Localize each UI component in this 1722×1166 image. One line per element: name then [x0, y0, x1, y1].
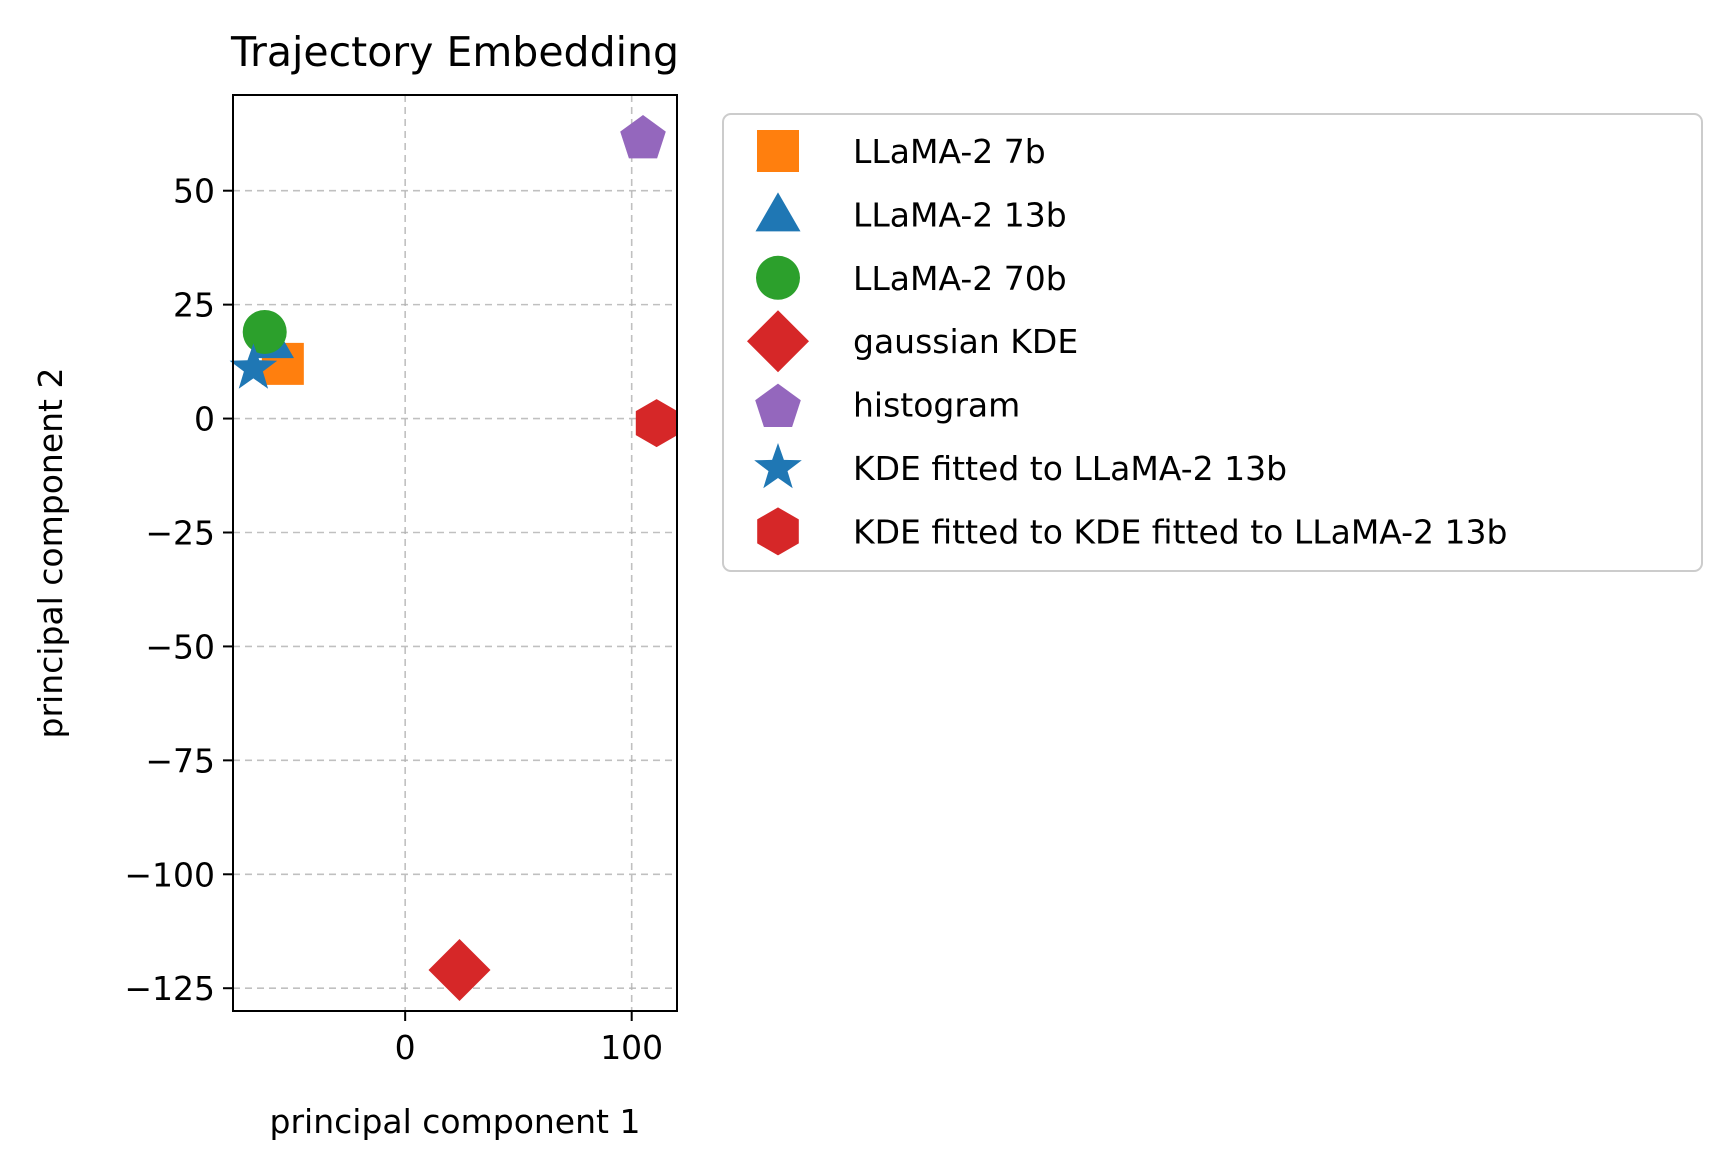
legend-label: histogram	[853, 386, 1020, 425]
y-axis-label: principal component 2	[31, 368, 70, 739]
chart-title: Trajectory Embedding	[230, 28, 679, 76]
legend-marker	[757, 507, 799, 556]
legend-marker	[757, 130, 799, 172]
data-point	[620, 115, 666, 159]
legend-marker	[747, 310, 809, 373]
legend-label: gaussian KDE	[853, 322, 1078, 361]
plot-frame	[232, 94, 678, 1012]
legend-label: LLaMA-2 7b	[853, 132, 1046, 171]
y-tick-label: 25	[173, 286, 215, 325]
legend-marker	[755, 383, 801, 427]
data-point	[229, 343, 278, 389]
legend-marker	[756, 255, 800, 300]
y-tick-label: −25	[145, 513, 215, 552]
data-point	[242, 309, 287, 354]
legend-frame	[722, 113, 1703, 572]
y-tick-label: −100	[124, 855, 215, 894]
x-axis-ticks: 0 100	[395, 1011, 663, 1067]
legend-label: KDE fitted to LLaMA-2 13b	[853, 449, 1287, 488]
legend: LLaMA-2 7b LLaMA-2 13b LLaMA-2 70b gaussian…	[722, 113, 1703, 572]
y-tick-label: 0	[194, 400, 215, 439]
y-tick-label: −50	[145, 627, 215, 666]
y-tick-label: 50	[173, 172, 215, 211]
x-tick-label: 0	[395, 1028, 416, 1067]
grid-lines	[233, 95, 677, 1011]
data-point	[428, 939, 491, 1001]
legend-label: KDE fitted to KDE fitted to LLaMA-2 13b	[853, 512, 1507, 551]
x-tick-label: 100	[600, 1028, 663, 1067]
legend-label: LLaMA-2 13b	[853, 195, 1067, 234]
y-axis-ticks: 50 25 0 −25 −50 −75 −100 −125	[124, 172, 233, 1008]
legend-items: LLaMA-2 7b LLaMA-2 13b LLaMA-2 70b gaussian…	[747, 130, 1507, 556]
data-point	[635, 399, 678, 448]
data-points	[229, 115, 678, 1001]
legend-marker	[754, 443, 802, 489]
legend-marker	[755, 192, 801, 232]
y-tick-label: −125	[124, 969, 215, 1008]
x-axis-label: principal component 1	[270, 1102, 641, 1141]
legend-label: LLaMA-2 70b	[853, 259, 1067, 298]
y-tick-label: −75	[145, 741, 215, 780]
